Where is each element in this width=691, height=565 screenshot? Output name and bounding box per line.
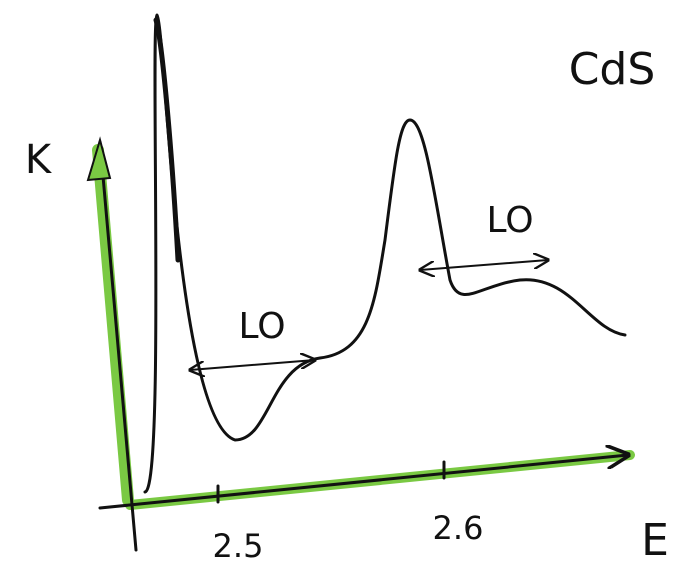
title: CdS	[569, 44, 656, 95]
x-axis	[98, 455, 628, 510]
lo-arrow	[420, 260, 548, 270]
y-axis	[98, 140, 138, 552]
x-tick-label: 2.5	[213, 527, 264, 565]
y-axis-label: K	[25, 137, 53, 183]
lo-arrow	[190, 360, 315, 370]
annotation: LO	[238, 306, 285, 347]
x-tick-label: 2.6	[433, 509, 484, 547]
annotation: LO	[486, 200, 533, 241]
y-axis-arrow	[86, 136, 112, 182]
y-axis-highlight	[92, 144, 134, 506]
x-axis-label: E	[641, 515, 669, 565]
spectrum-peak	[153, 17, 181, 263]
spectrum-curve	[143, 13, 627, 494]
